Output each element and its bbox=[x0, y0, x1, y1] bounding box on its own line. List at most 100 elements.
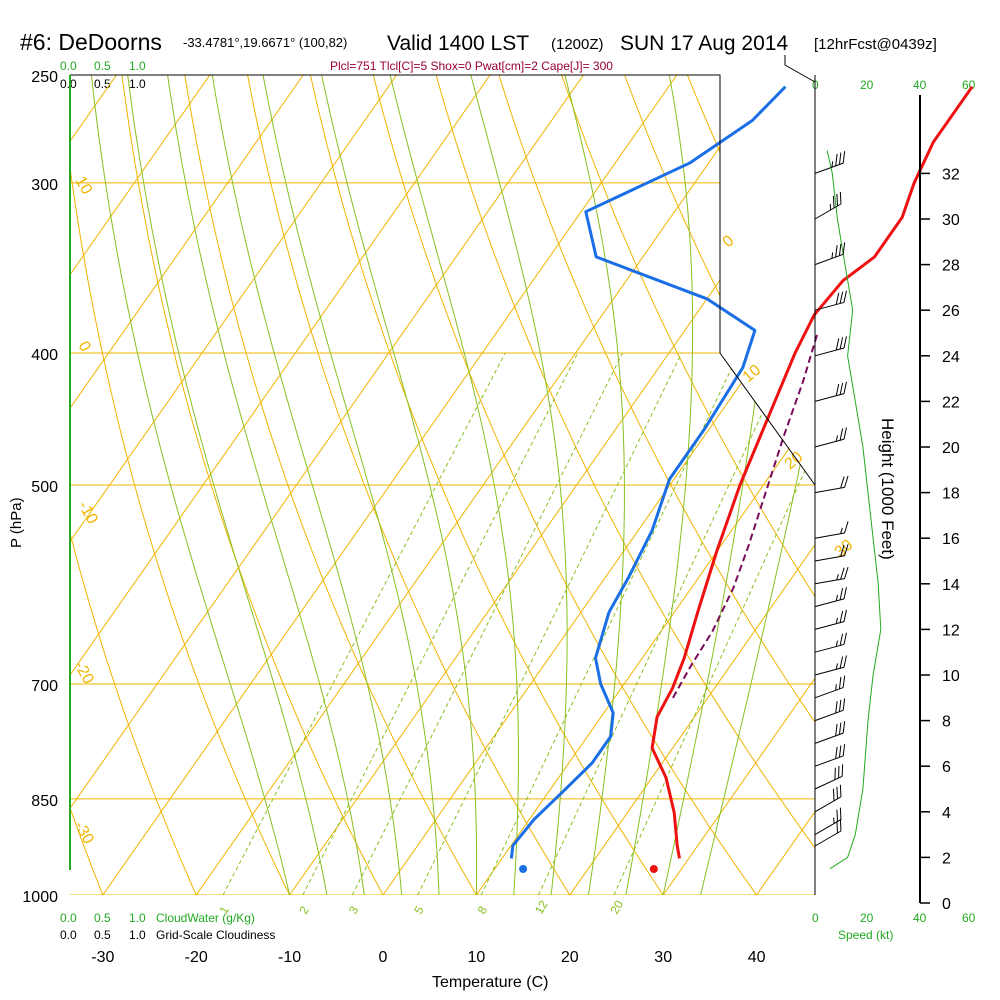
cloudwater-top-tick: 0.0 bbox=[60, 59, 77, 73]
wind-barb-flag bbox=[838, 676, 842, 689]
height-axis-title: Height (1000 Feet) bbox=[878, 418, 897, 560]
wind-barb-flag bbox=[843, 632, 847, 645]
isotherm-line bbox=[195, 75, 771, 895]
height-tick-label: 30 bbox=[942, 212, 960, 229]
moist-adiabat-line bbox=[470, 75, 568, 895]
isotherm-line bbox=[382, 75, 815, 895]
dry-adiabat-line bbox=[70, 75, 197, 895]
moist-adiabat-line bbox=[90, 75, 291, 895]
wind-barb-staff bbox=[814, 796, 842, 813]
cloudwater-label: CloudWater (g/Kg) bbox=[156, 911, 255, 925]
cloudiness-bottom-tick: 0.0 bbox=[60, 928, 77, 942]
mixing-ratio-label: 12 bbox=[532, 898, 551, 917]
cloudiness-bottom-scale: 0.0 0.5 1.0 Grid-Scale Cloudiness bbox=[60, 928, 275, 942]
dry-adiabat-line bbox=[372, 75, 758, 895]
wind-barb-flag bbox=[835, 617, 838, 624]
wind-barb bbox=[814, 151, 846, 174]
wind-barb-flag bbox=[842, 698, 846, 711]
moist-adiabat-line bbox=[127, 75, 328, 895]
valid-time: Valid 1400 LST bbox=[387, 32, 529, 55]
wind-barb-staff bbox=[814, 830, 842, 847]
wind-barb-flag bbox=[838, 243, 842, 256]
moist-adiabat-line bbox=[564, 75, 625, 895]
series-layer bbox=[509, 85, 974, 873]
temperature-profile-line bbox=[650, 85, 974, 859]
header-pointer-line bbox=[784, 55, 816, 83]
wind-barb-flag bbox=[842, 151, 846, 164]
wind-barb-flag bbox=[832, 195, 835, 209]
wind-barb-flag bbox=[838, 722, 842, 735]
wind-barb-flag bbox=[838, 152, 842, 165]
cloudiness-top-tick: 0.5 bbox=[94, 77, 111, 91]
plot-frame-top bbox=[70, 74, 816, 486]
moist-adiabat-line bbox=[625, 75, 694, 895]
isotherm-line bbox=[70, 75, 584, 895]
cloudwater-top-scale: 0.0 0.5 1.0 bbox=[60, 59, 146, 73]
pressure-tick-label: 300 bbox=[31, 177, 58, 194]
wind-barb bbox=[814, 191, 842, 220]
height-tick-label: 32 bbox=[942, 166, 960, 183]
cloudwater-bottom-tick: 1.0 bbox=[129, 911, 146, 925]
wind-layer bbox=[814, 150, 882, 870]
wind-barb bbox=[814, 544, 849, 562]
temperature-tick-label: -10 bbox=[278, 949, 301, 966]
height-tick-label: 0 bbox=[942, 896, 951, 913]
wind-barb-flag bbox=[839, 784, 842, 797]
pressure-tick-label: 400 bbox=[31, 347, 58, 364]
wind-barb-flag bbox=[835, 640, 838, 647]
wind-barb-flag bbox=[839, 382, 844, 395]
dry-adiabat-line bbox=[184, 75, 477, 895]
wind-barb-staff bbox=[814, 532, 845, 539]
wind-barb-flag bbox=[840, 527, 843, 534]
wind-barb bbox=[814, 818, 842, 847]
wind-barb-flag bbox=[835, 701, 838, 714]
wind-barb-flag bbox=[831, 252, 834, 259]
temperature-tick-label: 20 bbox=[561, 949, 579, 966]
wind-barb-staff bbox=[814, 393, 845, 402]
height-tick-label: 12 bbox=[942, 622, 960, 639]
height-tick-label: 18 bbox=[942, 486, 960, 503]
speed-scale-bottom: 0 20 40 60 bbox=[812, 911, 976, 925]
wind-barb bbox=[814, 427, 847, 448]
mixing-ratio-line bbox=[537, 352, 791, 895]
wind-barb-flag bbox=[842, 242, 846, 255]
wind-barb-flag bbox=[835, 663, 838, 670]
wind-barb-staff bbox=[814, 621, 845, 630]
wind-barb-flag bbox=[839, 337, 844, 350]
dry-adiabat-line bbox=[121, 75, 384, 895]
wind-barb-flag bbox=[835, 746, 838, 759]
moist-adiabat-line bbox=[389, 75, 519, 895]
pressure-tick-label: 1000 bbox=[22, 889, 58, 906]
height-tick-label: 10 bbox=[942, 668, 960, 685]
wind-barb-staff bbox=[814, 555, 845, 562]
height-tick-label: 20 bbox=[942, 440, 960, 457]
surface-temperature-dot bbox=[649, 865, 658, 873]
wind-barb-flag bbox=[839, 191, 842, 205]
wind-barb-flag bbox=[839, 633, 844, 646]
cloudiness-bottom-tick: 0.5 bbox=[94, 928, 111, 942]
speed-tick-bottom: 20 bbox=[860, 911, 874, 925]
wind-barb-flag bbox=[843, 655, 847, 668]
wind-barb bbox=[814, 721, 846, 744]
height-tick-label: 2 bbox=[942, 850, 951, 867]
wind-barb bbox=[814, 290, 847, 311]
height-tick-label: 6 bbox=[942, 759, 951, 776]
cloudwater-bottom-scale: 0.0 0.5 1.0 CloudWater (g/Kg) bbox=[60, 911, 255, 925]
temperature-tick-label: 30 bbox=[654, 949, 672, 966]
wind-barb-flag bbox=[836, 193, 839, 207]
wind-barb-flag bbox=[838, 699, 842, 712]
wind-barb-flag bbox=[843, 609, 847, 622]
wind-barb bbox=[814, 655, 847, 676]
mixing-ratio-line bbox=[351, 352, 623, 895]
cloudiness-top-tick: 0.0 bbox=[60, 77, 77, 91]
isotherm-line bbox=[70, 75, 211, 895]
height-tick-label: 22 bbox=[942, 394, 960, 411]
wind-barb-staff bbox=[814, 162, 844, 174]
wind-barb bbox=[814, 743, 846, 767]
wind-barb-staff bbox=[814, 438, 845, 448]
wind-barb-flag bbox=[831, 161, 834, 168]
wind-barb-staff bbox=[814, 253, 844, 266]
isotherm-line bbox=[662, 75, 815, 895]
x-axis-title: Temperature (C) bbox=[432, 974, 548, 991]
height-tick-label: 14 bbox=[942, 577, 960, 594]
